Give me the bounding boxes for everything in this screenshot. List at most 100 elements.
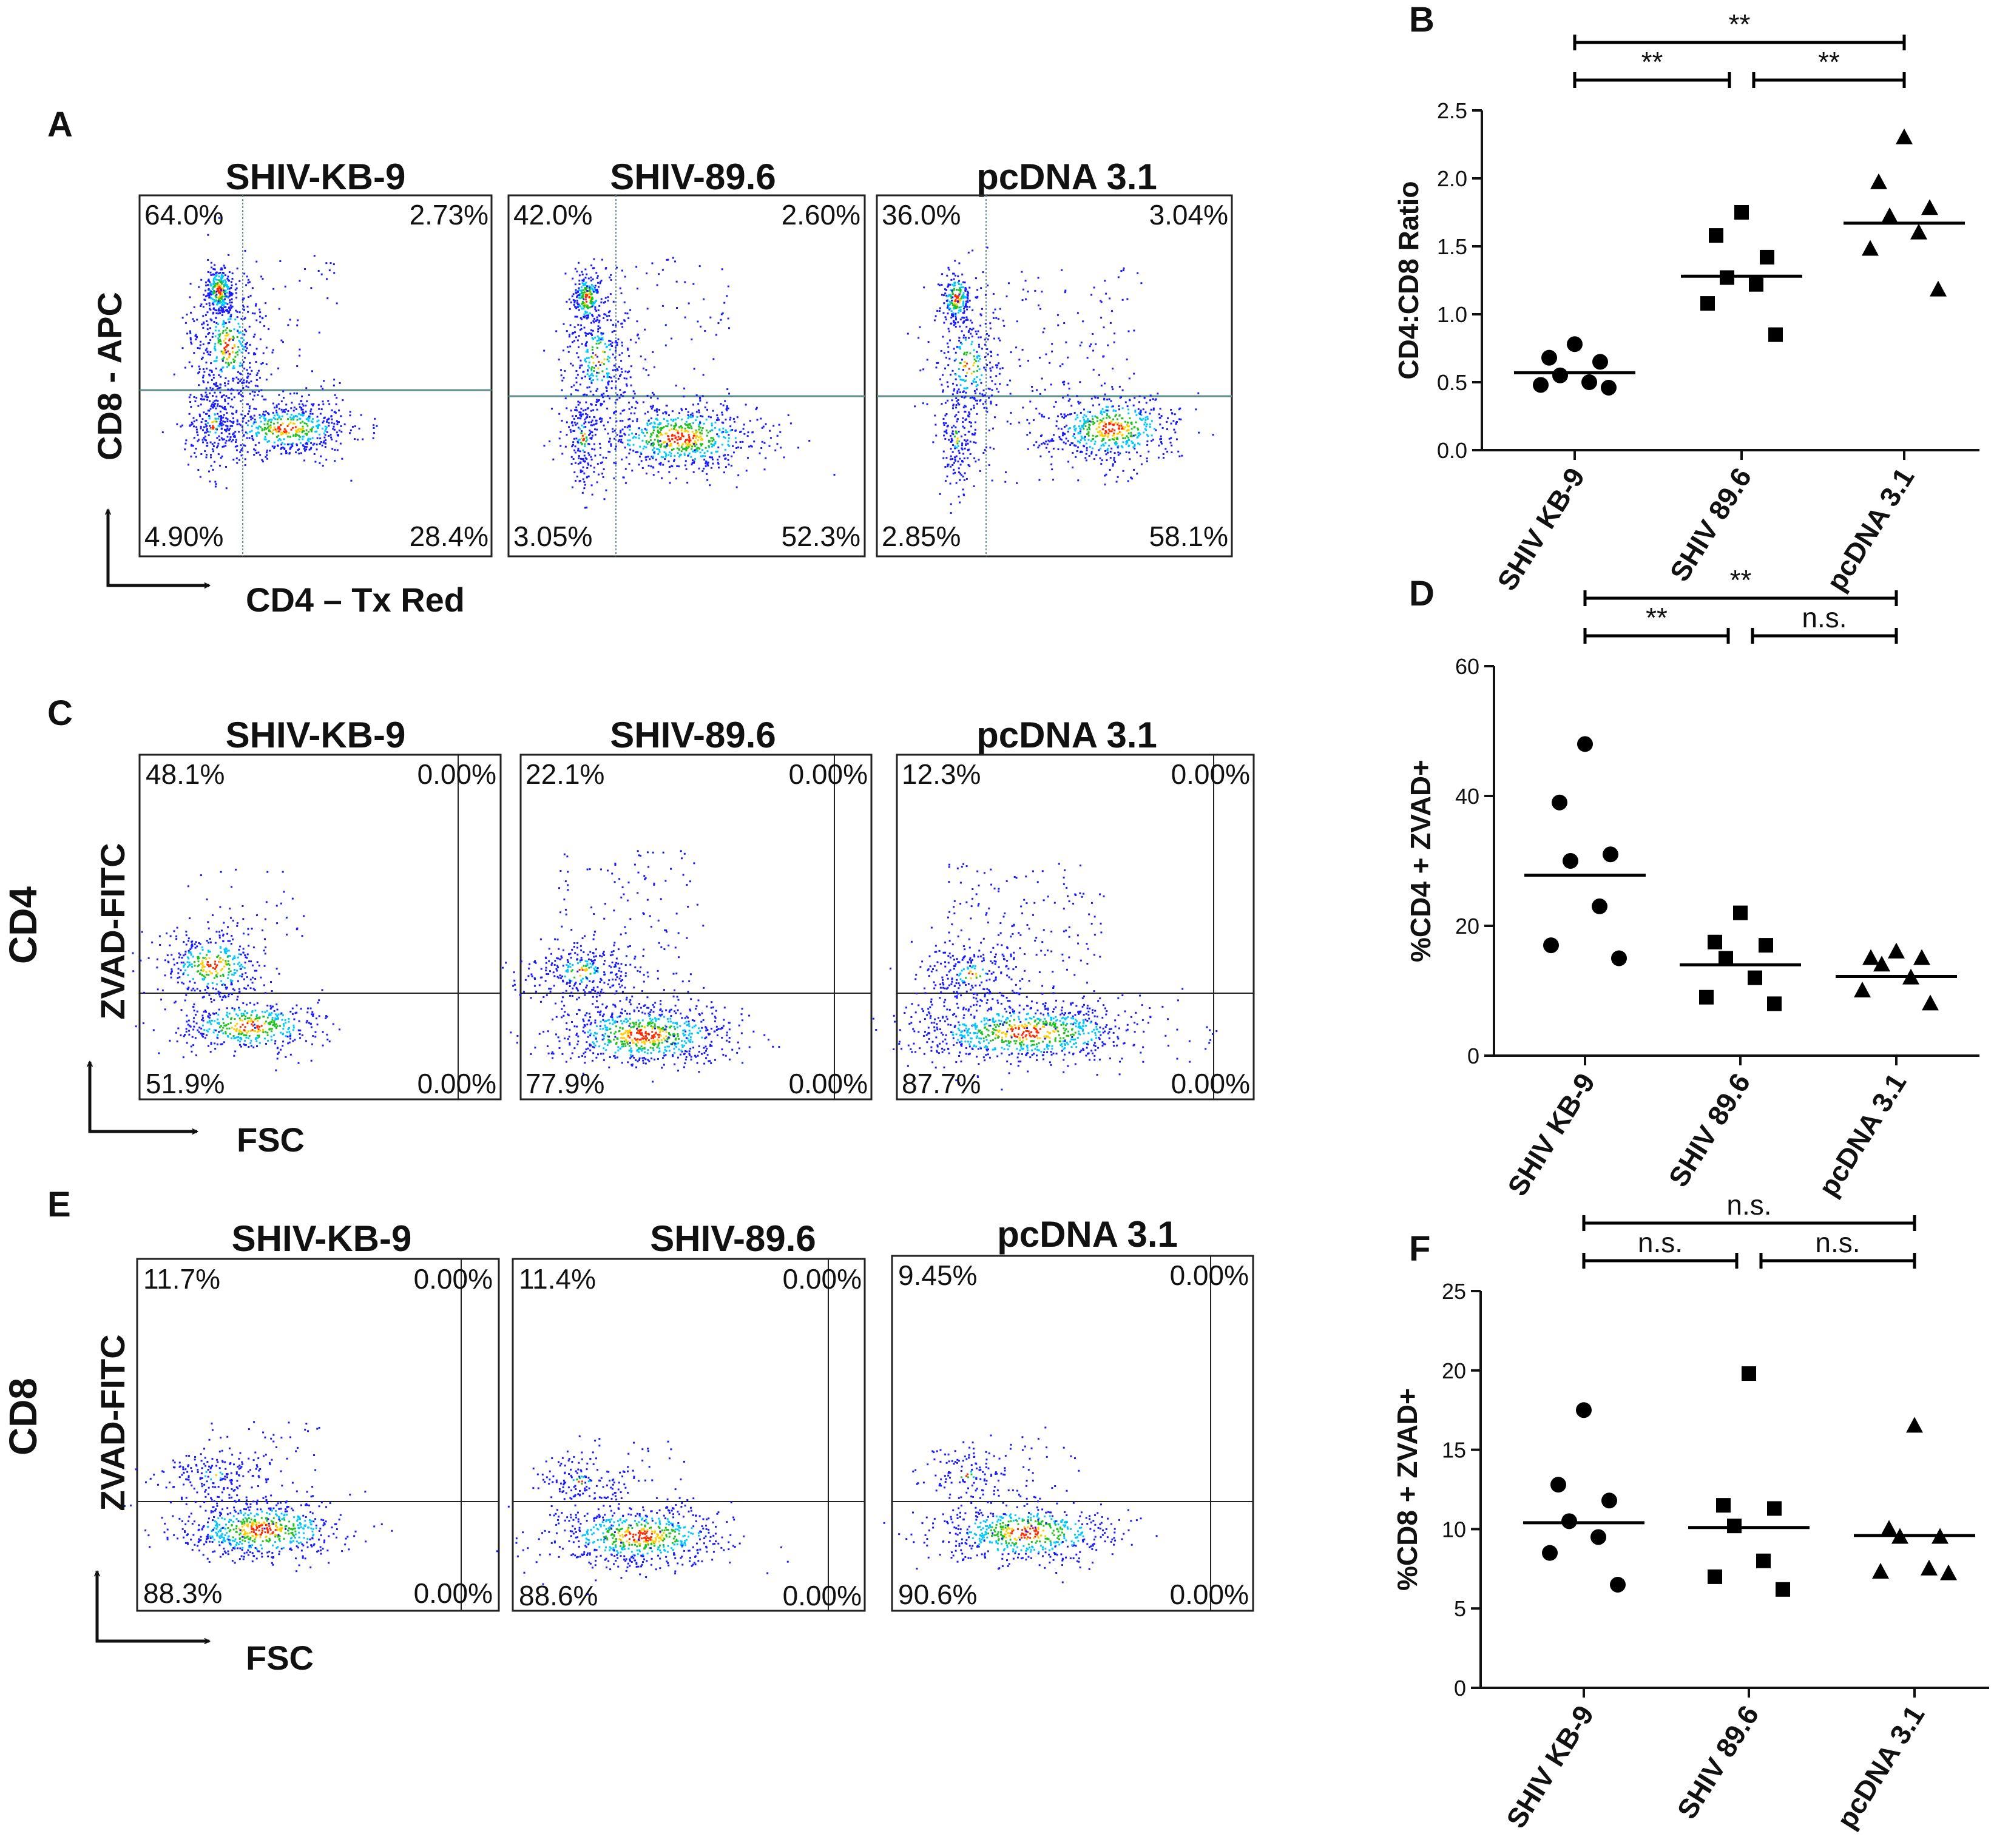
flow-event-dot: [215, 283, 218, 285]
flow-event-dot: [194, 960, 196, 963]
flow-event-dot: [1127, 425, 1129, 428]
flow-event-dot: [210, 285, 212, 287]
flow-event-dot: [235, 376, 238, 379]
flow-event-dot: [1081, 425, 1083, 427]
flow-event-dot: [598, 305, 601, 307]
flow-event-dot: [321, 444, 323, 447]
flow-event-dot: [191, 946, 193, 949]
flow-event-dot: [739, 441, 742, 443]
flow-event-dot: [1107, 428, 1110, 431]
flow-event-dot: [612, 300, 615, 303]
flow-event-dot: [566, 434, 568, 436]
flow-event-dot: [664, 344, 667, 346]
flow-event-dot: [210, 997, 212, 1000]
flow-event-dot: [1092, 349, 1095, 352]
flow-event-dot: [984, 394, 986, 397]
flow-event-dot: [246, 451, 249, 453]
flow-event-dot: [1005, 295, 1008, 298]
flow-event-dot: [1118, 428, 1120, 430]
flow-event-dot: [248, 278, 250, 281]
flow-event-dot: [739, 431, 742, 433]
flow-event-dot: [287, 443, 289, 446]
flow-event-dot: [650, 422, 652, 425]
flow-event-dot: [287, 418, 289, 420]
flow-event-dot: [729, 419, 731, 421]
flow-event-dot: [228, 295, 230, 298]
flow-event-dot: [1122, 441, 1124, 443]
flow-event-dot: [685, 408, 688, 411]
flow-event-dot: [632, 390, 635, 393]
flow-event-dot: [217, 990, 220, 993]
flow-event-dot: [211, 389, 213, 391]
flow-event-dot: [1015, 346, 1018, 349]
flow-event-dot: [1041, 414, 1043, 416]
flow-event-dot: [727, 454, 729, 456]
flow-event-dot: [699, 427, 701, 429]
flow-event-dot: [277, 422, 279, 424]
flow-event-dot: [306, 433, 308, 435]
flow-event-dot: [232, 406, 234, 409]
flow-event-dot: [689, 423, 691, 426]
flow-event-dot: [208, 288, 210, 291]
flow-event-dot: [221, 983, 223, 986]
flow-event-dot: [962, 305, 964, 307]
flow-event-dot: [250, 1039, 252, 1042]
flow-event-dot: [691, 459, 694, 462]
flow-event-dot: [597, 282, 599, 284]
flow-event-dot: [606, 368, 608, 370]
flow-event-dot: [215, 296, 218, 298]
flow-event-dot: [311, 1013, 313, 1016]
flow-event-dot: [209, 941, 212, 943]
flow-event-dot: [1024, 298, 1027, 300]
flow-event-dot: [646, 443, 649, 445]
flow-event-dot: [590, 283, 593, 286]
flow-event-dot: [639, 445, 641, 448]
flow-event-dot: [564, 397, 567, 400]
flow-event-dot: [302, 438, 304, 440]
flow-event-dot: [230, 982, 232, 984]
flow-event-dot: [1124, 426, 1127, 428]
flow-event-dot: [1084, 420, 1087, 423]
flow-event-dot: [595, 320, 597, 322]
flow-event-dot: [217, 442, 220, 445]
flow-event-dot: [573, 340, 576, 342]
flow-event-dot: [965, 296, 967, 298]
flow-event-dot: [262, 1030, 264, 1033]
flow-event-dot: [990, 394, 993, 397]
flow-event-dot: [950, 302, 953, 305]
flow-event-dot: [1107, 433, 1110, 435]
flow-event-dot: [246, 403, 248, 405]
flow-event-dot: [768, 445, 771, 447]
flow-event-dot: [1105, 453, 1107, 456]
flow-event-dot: [322, 465, 324, 467]
flow-event-dot: [581, 364, 583, 366]
flow-event-dot: [1084, 457, 1087, 459]
flow-event-dot: [607, 382, 609, 385]
flow-event-dot: [970, 373, 973, 375]
flow-event-dot: [224, 429, 226, 431]
flow-event-dot: [950, 316, 953, 319]
flow-event-dot: [577, 439, 580, 441]
flow-event-dot: [600, 333, 603, 336]
flow-event-dot: [955, 406, 958, 409]
flow-event-dot: [280, 1031, 282, 1034]
flow-event-dot: [958, 337, 961, 339]
flow-event-dot: [243, 361, 245, 363]
flow-event-dot: [699, 422, 701, 424]
flow-event-dot: [208, 332, 211, 334]
flow-event-dot: [216, 1043, 218, 1045]
flow-event-dot: [664, 458, 666, 460]
flow-event-dot: [979, 470, 981, 472]
flow-event-dot: [833, 474, 836, 476]
flow-event-dot: [640, 428, 643, 431]
flow-event-dot: [628, 402, 630, 404]
flow-event-dot: [1178, 408, 1180, 411]
flow-event-dot: [598, 473, 600, 476]
flow-event-dot: [323, 440, 325, 442]
flow-event-dot: [201, 966, 203, 969]
flow-event-dot: [1101, 438, 1104, 440]
flow-event-dot: [209, 281, 211, 283]
flow-event-dot: [244, 458, 246, 460]
flow-event-dot: [280, 418, 282, 420]
flow-a-1-q-lower-left: 4.90%: [144, 521, 223, 552]
